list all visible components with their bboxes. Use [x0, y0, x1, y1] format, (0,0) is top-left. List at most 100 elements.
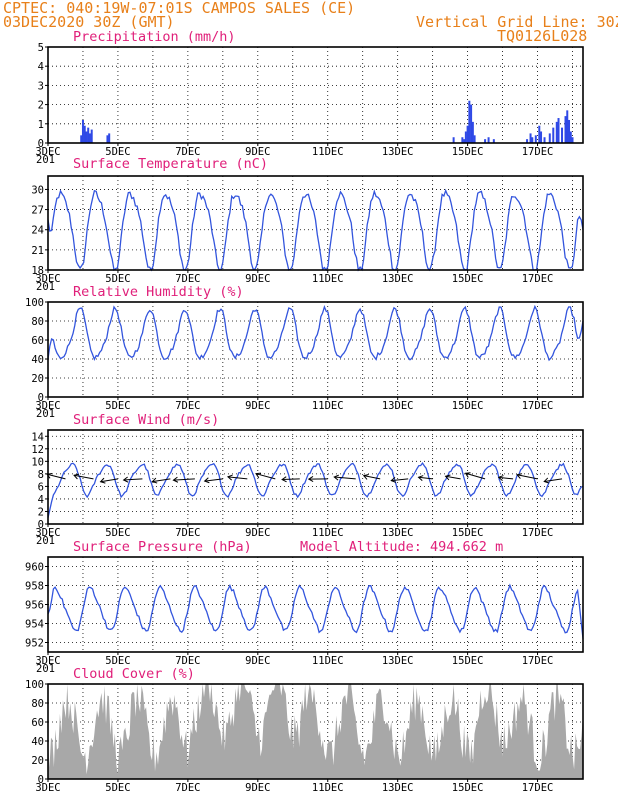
- y-tick-label: 60: [31, 335, 44, 347]
- y-tick-label: 954: [25, 619, 44, 631]
- wind-arrow: [517, 474, 538, 480]
- panel-relative-humidity: Relative Humidity (%) 0 20 40 60 80 100 3DEC 5D…: [25, 284, 584, 420]
- cloud-cover-area: [48, 684, 583, 779]
- x-tick-label: 13DEC: [382, 655, 414, 667]
- precip-bar: [80, 135, 83, 143]
- y-tick-label: 960: [25, 562, 44, 574]
- wind-arrow: [418, 476, 433, 480]
- y-tick-label: 20: [31, 755, 44, 767]
- wind-arrow: [46, 473, 66, 480]
- y-tick-label: 956: [25, 600, 44, 612]
- x-tick-label: 7DEC: [175, 527, 200, 539]
- y-tick-label: 14: [31, 431, 44, 443]
- x-tick-label: 9DEC: [245, 782, 270, 794]
- precip-bar: [543, 137, 546, 143]
- precip-bar: [106, 135, 109, 143]
- precip-bar: [526, 139, 529, 143]
- plot-border: [47, 683, 584, 780]
- wind-arrow-head: [46, 473, 53, 479]
- x-tick-label: 15DEC: [452, 527, 484, 539]
- y-tick-label: 3: [38, 80, 44, 92]
- precip-bar: [473, 135, 476, 143]
- x-tick-label: 15DEC: [452, 400, 484, 412]
- plot-border: [47, 556, 584, 653]
- x-tick-label: 9DEC: [245, 146, 270, 158]
- precip-bar: [555, 121, 558, 143]
- precip-bar: [90, 129, 93, 143]
- wind-arrow: [544, 478, 563, 482]
- x-tick-label: 5DEC: [105, 655, 130, 667]
- x-year-stub: 201: [36, 408, 55, 420]
- wind-arrow: [152, 478, 171, 483]
- wind-arrow: [498, 476, 514, 480]
- wind-arrow: [227, 476, 248, 480]
- x-tick-label: 15DEC: [452, 782, 484, 794]
- precip-bar: [568, 119, 571, 143]
- header-grid-line-note: Vertical Grid Line: 30Z: [416, 13, 618, 31]
- y-tick-label: 40: [31, 736, 44, 748]
- wind-title: Surface Wind (m/s): [73, 412, 219, 428]
- precip-bar: [548, 133, 551, 143]
- y-tick-label: 21: [31, 245, 44, 257]
- precip-bar: [461, 137, 464, 143]
- precip-bar: [540, 131, 543, 143]
- wind-arrow-head: [464, 472, 471, 478]
- x-tick-label: 13DEC: [382, 782, 414, 794]
- x-year-stub: 201: [36, 663, 55, 675]
- series-line: [47, 461, 584, 518]
- y-tick-label: 2: [38, 100, 44, 112]
- wind-arrow-head: [281, 476, 287, 483]
- y-tick-label: 952: [25, 638, 44, 650]
- precip-bar: [87, 127, 90, 143]
- wind-arrow-head: [497, 475, 504, 482]
- x-tick-label: 15DEC: [452, 655, 484, 667]
- plot-border: [47, 175, 584, 271]
- wind-arrow-head: [203, 477, 210, 484]
- cloud-cover-title: Cloud Cover (%): [73, 666, 195, 682]
- y-tick-label: 24: [31, 225, 44, 237]
- series-line: [47, 304, 584, 362]
- y-tick-label: 20: [31, 373, 44, 385]
- wind-arrow-head: [307, 476, 314, 483]
- precip-bar: [487, 137, 490, 143]
- x-tick-label: 3DEC: [35, 400, 60, 412]
- precip-bar: [464, 131, 467, 143]
- x-tick-label: 3DEC: [35, 655, 60, 667]
- wind-arrow-head: [122, 476, 129, 483]
- x-tick-label: 11DEC: [312, 146, 344, 158]
- wind-arrow: [173, 478, 195, 481]
- x-year-stub: 201: [36, 535, 55, 547]
- header-model-code: TQ0126L028: [497, 27, 587, 45]
- precip-bar: [88, 133, 91, 143]
- plot-border: [47, 301, 584, 398]
- precip-bar: [571, 137, 574, 143]
- x-tick-label: 5DEC: [105, 273, 130, 285]
- precip-bar: [470, 104, 473, 143]
- wind-arrow: [465, 472, 486, 480]
- wind-arrow: [391, 478, 409, 482]
- wind-arrow: [363, 475, 381, 480]
- y-tick-label: 2: [38, 506, 44, 518]
- precip-bar: [534, 135, 537, 143]
- y-tick-label: 1: [38, 119, 44, 131]
- y-tick-label: 30: [31, 184, 44, 196]
- wind-arrow-head: [333, 474, 340, 481]
- y-tick-label: 8: [38, 469, 44, 481]
- panel-surface-temperature: Surface Temperature (nC) 18 21 24 27 30 3DEC 5…: [31, 156, 584, 293]
- wind-arrow-head: [390, 476, 397, 483]
- y-tick-label: 60: [31, 717, 44, 729]
- plot-border: [47, 429, 584, 525]
- model-altitude-label: Model Altitude: 494.662 m: [300, 539, 503, 555]
- x-tick-label: 7DEC: [175, 400, 200, 412]
- wind-arrow-head: [362, 474, 369, 480]
- x-tick-label: 13DEC: [382, 273, 414, 285]
- wind-arrow: [123, 478, 143, 481]
- x-tick-label: 11DEC: [312, 655, 344, 667]
- precip-bar: [471, 121, 474, 143]
- wind-arrow-head: [226, 474, 233, 481]
- x-tick-label: 9DEC: [245, 655, 270, 667]
- x-tick-label: 11DEC: [312, 527, 344, 539]
